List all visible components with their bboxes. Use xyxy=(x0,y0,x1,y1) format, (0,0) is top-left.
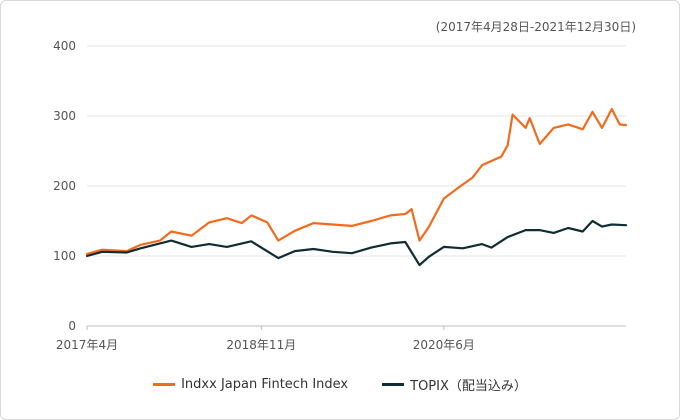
x-tick-label: 2017年4月 xyxy=(56,338,118,352)
series-lines xyxy=(85,107,628,267)
y-tick-label: 300 xyxy=(53,109,76,123)
legend-item-fintech: Indxx Japan Fintech Index xyxy=(153,375,348,394)
date-range-note: (2017年4月28日-2021年12月30日) xyxy=(435,20,636,34)
x-axis: 2017年4月 2018年11月 2020年6月 xyxy=(56,326,475,352)
y-tick-label: 400 xyxy=(53,39,76,53)
legend-item-topix: TOPIX（配当込み） xyxy=(382,375,527,394)
y-tick-label: 0 xyxy=(68,319,76,333)
series-line-fintech xyxy=(85,107,628,255)
y-tick-label: 100 xyxy=(53,249,76,263)
legend: Indxx Japan Fintech Index TOPIX（配当込み） xyxy=(0,375,680,394)
x-tick-label: 2018年11月 xyxy=(226,338,296,352)
series-line-topix xyxy=(85,219,628,267)
legend-label-fintech: Indxx Japan Fintech Index xyxy=(181,377,349,392)
legend-label-topix: TOPIX（配当込み） xyxy=(410,379,527,394)
legend-swatch-fintech xyxy=(153,383,176,386)
legend-swatch-topix xyxy=(382,383,405,386)
x-tick-label: 2020年6月 xyxy=(413,338,475,352)
gridlines xyxy=(87,45,626,327)
y-tick-label: 200 xyxy=(53,179,76,193)
y-axis: 0 100 200 300 400 xyxy=(53,39,76,333)
